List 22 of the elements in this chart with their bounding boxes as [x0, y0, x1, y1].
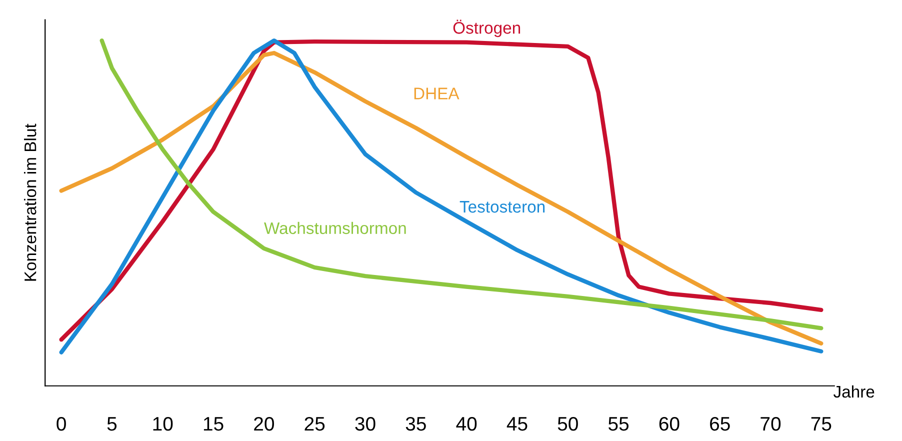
x-tick-label: 25 — [304, 416, 325, 431]
x-tick-label: 5 — [107, 417, 117, 431]
x-tick-label: 45 — [506, 417, 528, 431]
x-tick-label: 35 — [406, 416, 426, 431]
x-tick-label: 40 — [456, 416, 477, 431]
y-axis-title: Konzentration im Blut — [24, 124, 36, 281]
series-label: DHEA — [414, 88, 460, 100]
x-tick-label: 20 — [254, 416, 274, 431]
x-axis-title: Jahre — [834, 385, 874, 398]
x-tick-label: 15 — [204, 417, 224, 431]
x-tick-label: 50 — [558, 416, 578, 431]
x-tick-label: 30 — [355, 416, 376, 431]
x-tick-label: 60 — [659, 416, 680, 431]
x-tick-label: 10 — [153, 416, 173, 431]
series-label: Testosteron — [460, 201, 545, 213]
x-tick-label: 75 — [811, 417, 832, 431]
x-tick-label: 55 — [608, 417, 629, 431]
series-label: Östrogen — [453, 20, 520, 38]
x-tick-label: 0 — [56, 416, 66, 431]
x-tick-label: 70 — [760, 416, 781, 431]
x-tick-label: 65 — [710, 416, 730, 431]
series-label: Wachstumshormon — [264, 222, 406, 234]
